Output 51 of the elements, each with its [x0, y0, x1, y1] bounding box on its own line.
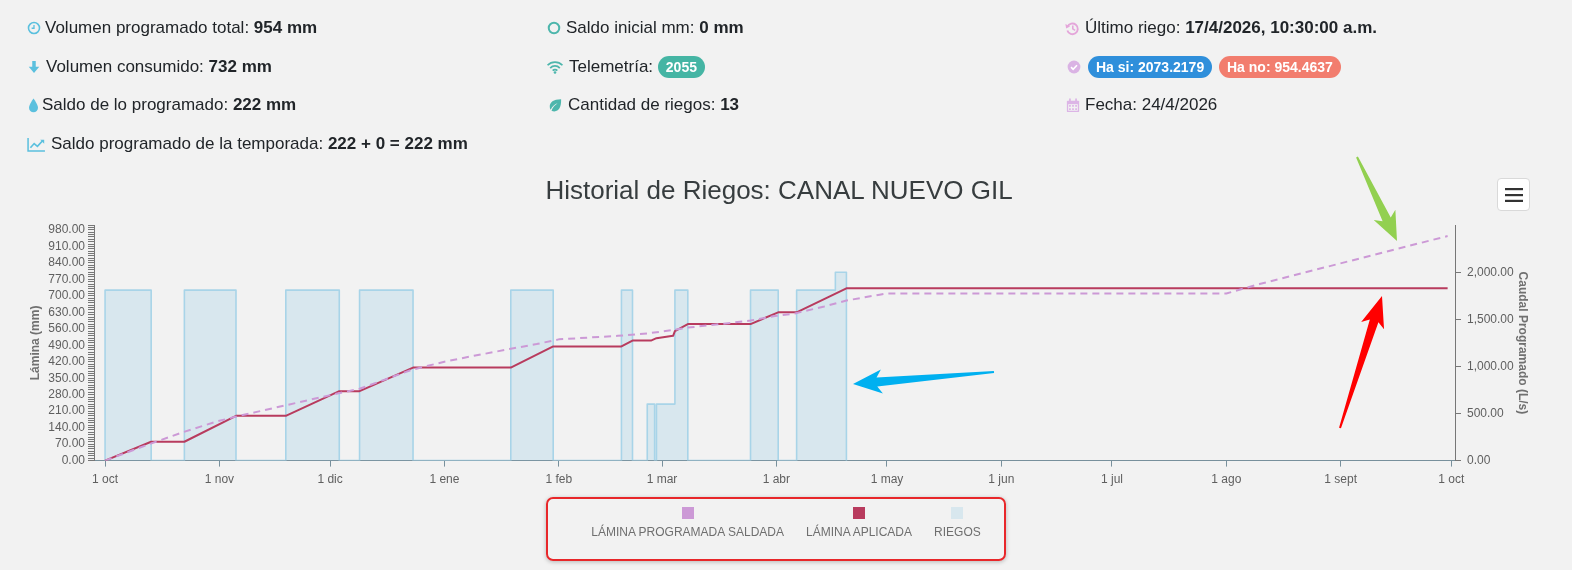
text: Último riego: 17/4/2026, 10:30:00 a.m.: [1085, 18, 1378, 38]
y2-tick-label: 0.00: [1467, 452, 1491, 467]
y-tick-label: 0.00: [61, 452, 86, 467]
x-tick-label: 1 sept: [1324, 472, 1358, 487]
x-tick-label: 1 abr: [762, 472, 791, 487]
legend-label: RIEGOS: [934, 525, 981, 539]
chart-title: Historial de Riegos: CANAL NUEVO GIL: [545, 174, 1013, 205]
x-tick-label: 1 ene: [429, 472, 460, 487]
y-tick-label: 910.00: [48, 238, 86, 253]
text: Saldo de lo programado: 222 mm: [42, 95, 297, 115]
y-tick-label: 70.00: [54, 436, 86, 451]
x-tick-label: 1 feb: [545, 472, 573, 487]
y-tick-label: 140.00: [48, 419, 86, 434]
y-tick-label: 840.00: [48, 255, 86, 270]
x-tick-label: 1 dic: [317, 472, 343, 487]
legend-label: LÁMINA PROGRAMADA SALDADA: [591, 525, 784, 539]
x-tick-label: 1 oct: [1438, 472, 1465, 487]
y2-tick-label: 1,000.00: [1467, 358, 1515, 373]
line-series: [104, 235, 1449, 461]
text: Cantidad de riegos: 13: [568, 95, 740, 115]
x-tick-label: 1 oct: [92, 472, 119, 487]
text: Saldo inicial mm: 0 mm: [566, 18, 744, 38]
badge: Ha no: 954.4637: [1219, 56, 1341, 78]
y-tick-label: 980.00: [48, 222, 86, 237]
y-tick-label: 210.00: [48, 403, 86, 418]
y-axis-title: Lámina (mm): [27, 305, 42, 381]
y-tick-label: 700.00: [48, 288, 86, 303]
y-tick-label: 420.00: [48, 354, 86, 369]
text: Volumen consumido: 732 mm: [46, 57, 272, 77]
x-tick-label: 1 ago: [1211, 472, 1242, 487]
x-tick-label: 1 may: [870, 472, 904, 487]
y2-tick-label: 500.00: [1467, 405, 1505, 420]
x-tick-label: 1 mar: [646, 472, 678, 487]
badge: 2055: [657, 56, 705, 78]
legend-label: LÁMINA APLICADA: [806, 525, 913, 539]
text: Saldo programado de la temporada: 222 + 0 = 222 mm: [51, 134, 468, 154]
badge: Ha si: 2073.2179: [1088, 56, 1213, 78]
y-tick-label: 350.00: [48, 370, 86, 385]
y-tick-label: 490.00: [48, 337, 86, 352]
text: Fecha: 24/4/2026: [1085, 95, 1218, 115]
y2-tick-label: 1,500.00: [1467, 311, 1515, 326]
y-tick-label: 630.00: [48, 304, 86, 319]
y2-axis-title: Caudal Programado (L/s): [1516, 271, 1531, 415]
y2-tick-label: 2,000.00: [1467, 264, 1515, 279]
text: Volumen programado total: 954 mm: [45, 18, 318, 38]
y-tick-label: 280.00: [48, 387, 86, 401]
y-tick-label: 560.00: [48, 321, 86, 336]
y-tick-label: 770.00: [48, 271, 86, 286]
x-tick-label: 1 jun: [988, 472, 1015, 487]
x-tick-label: 1 jul: [1100, 472, 1123, 487]
x-tick-label: 1 nov: [204, 472, 235, 487]
